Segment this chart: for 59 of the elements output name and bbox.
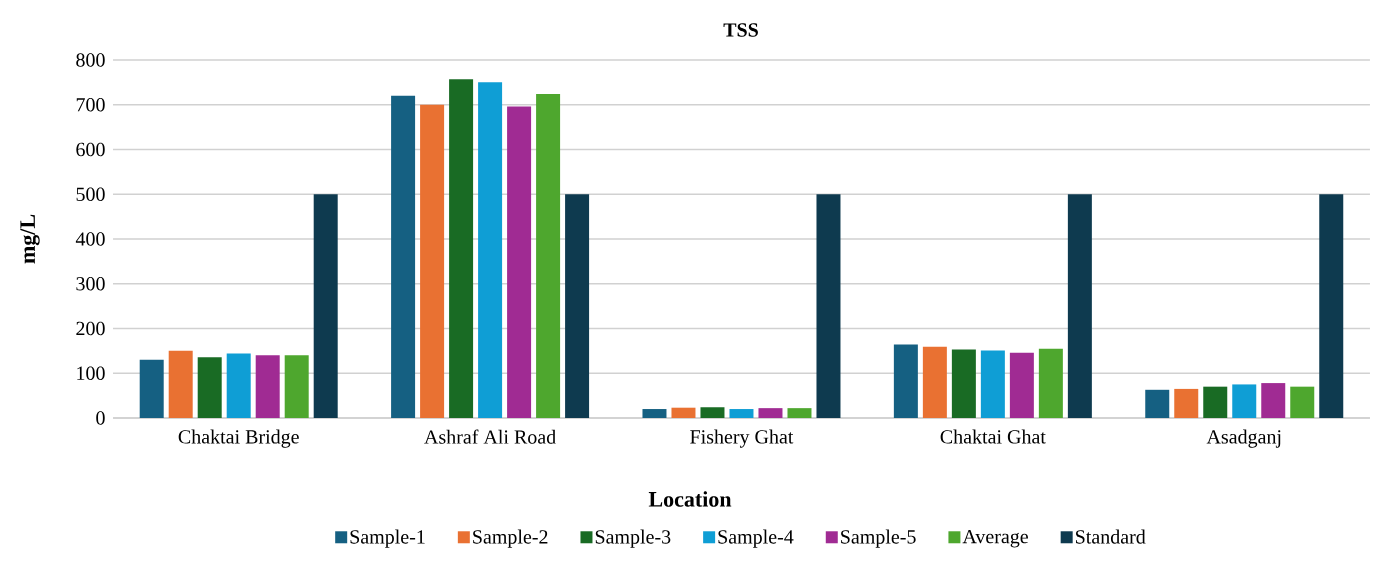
bar xyxy=(700,407,725,418)
bar xyxy=(816,194,841,418)
bar xyxy=(197,357,222,418)
y-tick-label: 500 xyxy=(76,187,105,201)
bar xyxy=(951,349,976,418)
bar xyxy=(787,408,812,418)
bar xyxy=(1038,348,1063,418)
y-tick-label: 600 xyxy=(76,142,105,157)
x-tick-label: Fishery Ghat xyxy=(690,429,794,448)
bar xyxy=(1009,352,1034,418)
bar xyxy=(1232,384,1257,418)
bar xyxy=(284,355,309,418)
x-tick-label: Ashraf Ali Road xyxy=(424,429,556,444)
bar xyxy=(391,95,416,418)
bar xyxy=(226,353,251,418)
chart-title: TSS xyxy=(723,23,758,37)
bar xyxy=(139,359,164,418)
bar xyxy=(729,409,754,418)
y-tick-label: 0 xyxy=(96,411,105,425)
y-tick-label: 300 xyxy=(76,276,105,291)
y-tick-label: 800 xyxy=(76,53,105,67)
legend-label: Average xyxy=(962,529,1028,548)
bar xyxy=(478,82,503,418)
x-tick-label: Chaktai Bridge xyxy=(178,429,299,448)
y-axis-title: mg/L xyxy=(20,214,40,264)
bar xyxy=(1261,383,1286,418)
bar xyxy=(255,355,280,418)
bar xyxy=(642,409,667,418)
bar xyxy=(1203,386,1228,418)
y-tick-label: 400 xyxy=(75,232,105,246)
bar xyxy=(536,94,561,418)
y-tick-label: 700 xyxy=(76,98,105,112)
bar xyxy=(980,350,1005,418)
x-tick-label: Asadganj xyxy=(1206,429,1281,448)
bar xyxy=(1290,386,1315,418)
legend-label: Sample-1 xyxy=(350,529,425,548)
bar xyxy=(758,408,783,418)
y-tick-label: 200 xyxy=(76,321,105,336)
bar xyxy=(1067,194,1092,418)
bar xyxy=(893,344,918,418)
bar xyxy=(1145,389,1170,418)
bar xyxy=(671,407,696,418)
bar xyxy=(922,346,947,418)
bar xyxy=(449,79,474,418)
legend-label: Standard xyxy=(1076,529,1146,544)
bar xyxy=(168,350,193,418)
legend-label: Sample-3 xyxy=(595,529,671,548)
bar xyxy=(507,106,532,418)
x-axis-title: Location xyxy=(648,491,732,507)
bar xyxy=(565,194,590,418)
bar xyxy=(420,104,445,418)
y-tick-label: 100 xyxy=(77,366,105,380)
x-tick-label: Chaktai Ghat xyxy=(940,429,1046,444)
bar xyxy=(1174,388,1199,418)
legend-label: Sample-2 xyxy=(473,529,548,548)
bar xyxy=(1319,194,1344,418)
legend-label: Sample-4 xyxy=(718,529,794,548)
legend-label: Sample-5 xyxy=(841,529,916,548)
bar xyxy=(313,194,338,418)
